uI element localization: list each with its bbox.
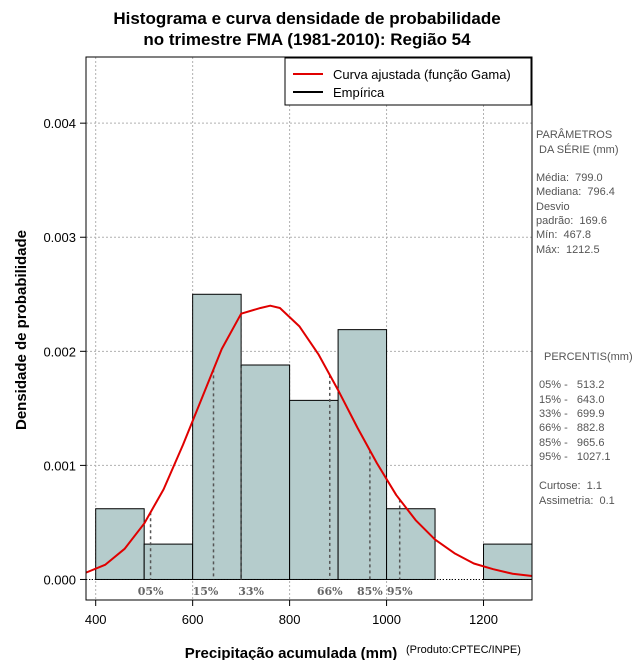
x-tick-label-2: 800 bbox=[279, 612, 301, 627]
histogram-bar-4 bbox=[289, 399, 339, 580]
histogram-bar-3 bbox=[240, 364, 291, 580]
stat-skewness: Assimetria: 0.1 bbox=[539, 495, 615, 507]
percentis-title: PERCENTIS(mm) bbox=[544, 351, 633, 363]
percentil-85: 85% - 965.6 bbox=[539, 437, 604, 449]
y-tick-label-2: 0.002 bbox=[43, 344, 76, 359]
percentil-05: 05% - 513.2 bbox=[539, 379, 604, 391]
histogram-bar-6 bbox=[386, 508, 436, 580]
chart-title-line-2: no trimestre FMA (1981-2010): Região 54 bbox=[143, 30, 471, 49]
y-tick-label-3: 0.003 bbox=[43, 230, 76, 245]
legend-fitted-label: Curva ajustada (função Gama) bbox=[333, 67, 511, 82]
param-min: Mín: 467.8 bbox=[536, 229, 591, 241]
x-tick-label-3: 1000 bbox=[372, 612, 401, 627]
side-panel: PARÂMETROS DA SÉRIE (mm) Média: 799.0 Me… bbox=[536, 128, 633, 507]
histogram-bar-8 bbox=[483, 543, 533, 580]
y-axis-ticks: 0.000 0.001 0.002 0.003 0.004 bbox=[43, 116, 86, 587]
percentile-label-0: 05% bbox=[138, 585, 164, 598]
histogram-bars bbox=[95, 293, 533, 580]
percentile-label-4: 85% bbox=[357, 585, 383, 598]
percentil-95: 95% - 1027.1 bbox=[539, 451, 611, 463]
param-sd-line-2: padrão: 169.6 bbox=[536, 215, 607, 227]
series-params-title-1: PARÂMETROS bbox=[536, 128, 612, 141]
param-sd-line-1: Desvio bbox=[536, 201, 570, 213]
legend-empirical-label: Empírica bbox=[333, 85, 385, 100]
param-max: Máx: 1212.5 bbox=[536, 244, 600, 256]
credit-text: (Produto:CPTEC/INPE) bbox=[406, 644, 521, 656]
legend-box bbox=[284, 57, 532, 106]
y-axis-label: Densidade de probabilidade bbox=[13, 230, 30, 430]
param-median: Mediana: 796.4 bbox=[536, 186, 615, 198]
histogram-bar-0 bbox=[95, 508, 145, 580]
series-params-title-2: DA SÉRIE (mm) bbox=[536, 143, 619, 156]
y-tick-label-1: 0.001 bbox=[43, 458, 76, 473]
x-axis-ticks: 400 600 800 1000 1200 bbox=[85, 600, 498, 627]
chart-title-line-1: Histograma e curva densidade de probabil… bbox=[113, 9, 500, 28]
fitted-curve-line bbox=[85, 304, 533, 578]
y-tick-label-0: 0.000 bbox=[43, 572, 76, 587]
percentil-15: 15% - 643.0 bbox=[539, 394, 604, 406]
percentil-66: 66% - 882.8 bbox=[539, 422, 604, 434]
percentile-label-2: 33% bbox=[238, 585, 264, 598]
x-tick-label-0: 400 bbox=[85, 612, 107, 627]
percentile-label-3: 66% bbox=[317, 585, 343, 598]
histogram-bar-2 bbox=[192, 293, 242, 580]
histogram-bar-1 bbox=[143, 543, 194, 580]
fitted-curve bbox=[85, 304, 533, 578]
histogram-bar-5 bbox=[337, 329, 388, 580]
percentile-label-5: 95% bbox=[387, 585, 413, 598]
stat-kurtosis: Curtose: 1.1 bbox=[539, 480, 602, 492]
y-tick-label-4: 0.004 bbox=[43, 116, 76, 131]
x-tick-label-4: 1200 bbox=[469, 612, 498, 627]
percentile-label-1: 15% bbox=[193, 585, 219, 598]
x-tick-label-1: 600 bbox=[182, 612, 204, 627]
x-axis-label: Precipitação acumulada (mm) bbox=[185, 645, 398, 660]
percentil-33: 33% - 699.9 bbox=[539, 408, 604, 420]
plot-frame bbox=[85, 56, 533, 601]
param-mean: Média: 799.0 bbox=[536, 172, 603, 184]
percentile-markers: 05% 15% 33% 66% 85% 95% bbox=[138, 313, 413, 598]
legend: Curva ajustada (função Gama) Empírica bbox=[284, 57, 532, 106]
